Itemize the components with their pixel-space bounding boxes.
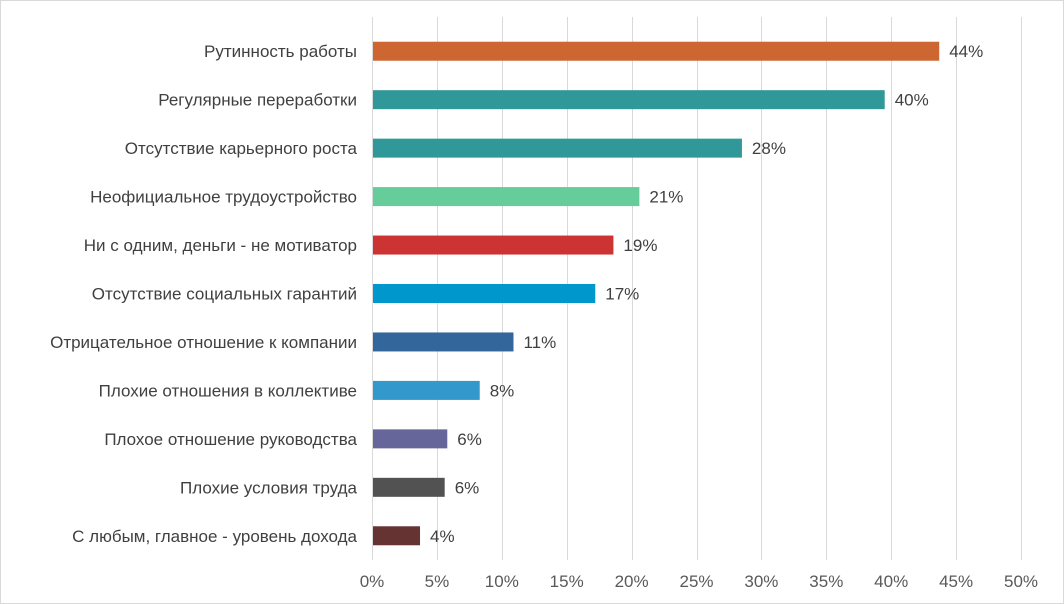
bar <box>373 187 640 207</box>
data-label: 6% <box>457 430 482 449</box>
category-labels: Рутинность работы Регулярные переработки О… <box>50 42 357 546</box>
x-tick-label: 20% <box>615 572 649 591</box>
data-label: 6% <box>455 478 480 497</box>
category-label: Отрицательное отношение к компании <box>50 333 357 352</box>
category-label: Плохое отношение руководства <box>104 430 357 449</box>
category-label: Ни с одним, деньги - не мотиватор <box>84 236 357 255</box>
bar <box>373 429 448 449</box>
x-tick-label: 50% <box>1004 572 1038 591</box>
category-label: Неофициальное трудоустройство <box>90 188 357 207</box>
x-tick-label: 25% <box>679 572 713 591</box>
category-label: С любым, главное - уровень дохода <box>72 527 357 546</box>
data-label: 44% <box>949 42 983 61</box>
data-label: 21% <box>649 188 683 207</box>
data-label: 4% <box>430 527 455 546</box>
bar <box>373 90 885 110</box>
bar <box>373 477 445 497</box>
bar <box>373 332 514 352</box>
x-tick-label: 0% <box>360 572 385 591</box>
bar <box>373 235 614 255</box>
data-label: 11% <box>523 333 556 352</box>
bar <box>373 138 742 158</box>
x-axis-tick-labels: 0% 5% 10% 15% 20% 25% 30% 35% 40% 45% 50% <box>360 572 1038 591</box>
category-label: Плохие отношения в коллективе <box>99 381 357 400</box>
x-tick-label: 30% <box>744 572 778 591</box>
data-label: 40% <box>895 91 929 110</box>
category-label: Рутинность работы <box>204 42 357 61</box>
category-label: Регулярные переработки <box>158 91 357 110</box>
category-label: Отсутствие карьерного роста <box>125 139 358 158</box>
data-label: 17% <box>605 285 639 304</box>
x-tick-label: 40% <box>874 572 908 591</box>
data-label: 19% <box>623 236 657 255</box>
data-label: 8% <box>490 381 515 400</box>
data-label: 28% <box>752 139 786 158</box>
x-tick-label: 45% <box>939 572 973 591</box>
bar <box>373 284 596 303</box>
bars <box>373 41 940 546</box>
x-tick-label: 15% <box>550 572 584 591</box>
x-tick-label: 10% <box>485 572 519 591</box>
x-tick-label: 5% <box>425 572 450 591</box>
category-label: Отсутствие социальных гарантий <box>92 285 357 304</box>
bar <box>373 380 480 400</box>
bar <box>373 41 940 61</box>
x-tick-label: 35% <box>809 572 843 591</box>
data-labels: 44% 40% 28% 21% 19% 17% 11% 8% 6% 6% 4% <box>430 42 983 546</box>
bar <box>373 526 421 546</box>
category-label: Плохие условия труда <box>180 478 358 497</box>
